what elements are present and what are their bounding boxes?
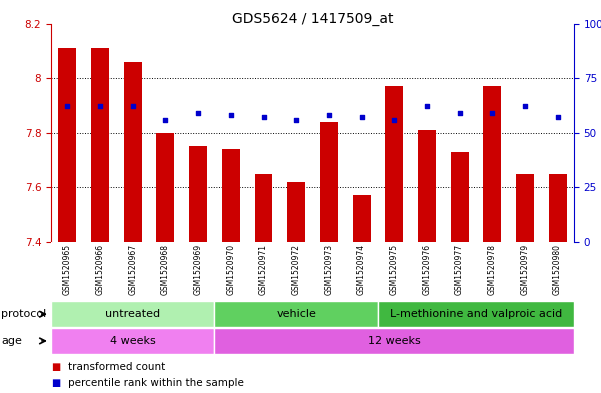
Text: GSM1520980: GSM1520980: [553, 244, 562, 295]
Bar: [189, 146, 207, 242]
Bar: [58, 48, 76, 242]
Text: GSM1520974: GSM1520974: [357, 244, 366, 296]
Text: GSM1520972: GSM1520972: [291, 244, 300, 295]
Bar: [385, 86, 403, 242]
Text: GSM1520968: GSM1520968: [161, 244, 170, 295]
Text: GSM1520976: GSM1520976: [423, 244, 432, 296]
Bar: [516, 174, 534, 242]
Text: vehicle: vehicle: [276, 309, 316, 319]
Bar: [254, 174, 272, 242]
Bar: [378, 301, 574, 327]
Text: GSM1520970: GSM1520970: [227, 244, 236, 296]
Text: percentile rank within the sample: percentile rank within the sample: [68, 378, 244, 388]
Bar: [91, 48, 109, 242]
Text: GSM1520967: GSM1520967: [128, 244, 137, 296]
Bar: [215, 328, 574, 354]
Bar: [222, 149, 240, 242]
Point: [226, 112, 236, 118]
Point: [357, 114, 367, 121]
Text: ■: ■: [51, 378, 60, 388]
Text: GSM1520966: GSM1520966: [96, 244, 105, 296]
Point: [128, 103, 138, 110]
Bar: [51, 328, 215, 354]
Text: GSM1520971: GSM1520971: [259, 244, 268, 295]
Text: transformed count: transformed count: [68, 362, 165, 373]
Text: GDS5624 / 1417509_at: GDS5624 / 1417509_at: [232, 12, 393, 26]
Text: GSM1520979: GSM1520979: [520, 244, 529, 296]
Bar: [418, 130, 436, 242]
Bar: [156, 133, 174, 242]
Point: [258, 114, 268, 121]
Text: GSM1520973: GSM1520973: [325, 244, 334, 296]
Point: [291, 116, 301, 123]
Text: GSM1520977: GSM1520977: [455, 244, 464, 296]
Point: [160, 116, 170, 123]
Point: [389, 116, 399, 123]
Bar: [320, 122, 338, 242]
Bar: [451, 152, 469, 242]
Point: [422, 103, 432, 110]
Bar: [353, 195, 371, 242]
Text: ■: ■: [51, 362, 60, 373]
Text: GSM1520975: GSM1520975: [389, 244, 398, 296]
Bar: [549, 174, 567, 242]
Text: 12 weeks: 12 weeks: [368, 336, 421, 346]
Point: [194, 110, 203, 116]
Point: [553, 114, 563, 121]
Text: GSM1520978: GSM1520978: [488, 244, 497, 295]
Point: [324, 112, 334, 118]
Bar: [51, 301, 215, 327]
Text: GSM1520969: GSM1520969: [194, 244, 203, 296]
Point: [63, 103, 72, 110]
Bar: [215, 301, 378, 327]
Point: [487, 110, 497, 116]
Text: GSM1520965: GSM1520965: [63, 244, 72, 296]
Text: protocol: protocol: [1, 309, 46, 319]
Bar: [483, 86, 501, 242]
Bar: [124, 62, 142, 242]
Point: [96, 103, 105, 110]
Bar: [287, 182, 305, 242]
Text: L-methionine and valproic acid: L-methionine and valproic acid: [390, 309, 562, 319]
Text: untreated: untreated: [105, 309, 160, 319]
Text: 4 weeks: 4 weeks: [110, 336, 156, 346]
Point: [520, 103, 529, 110]
Point: [455, 110, 465, 116]
Text: age: age: [1, 336, 22, 346]
